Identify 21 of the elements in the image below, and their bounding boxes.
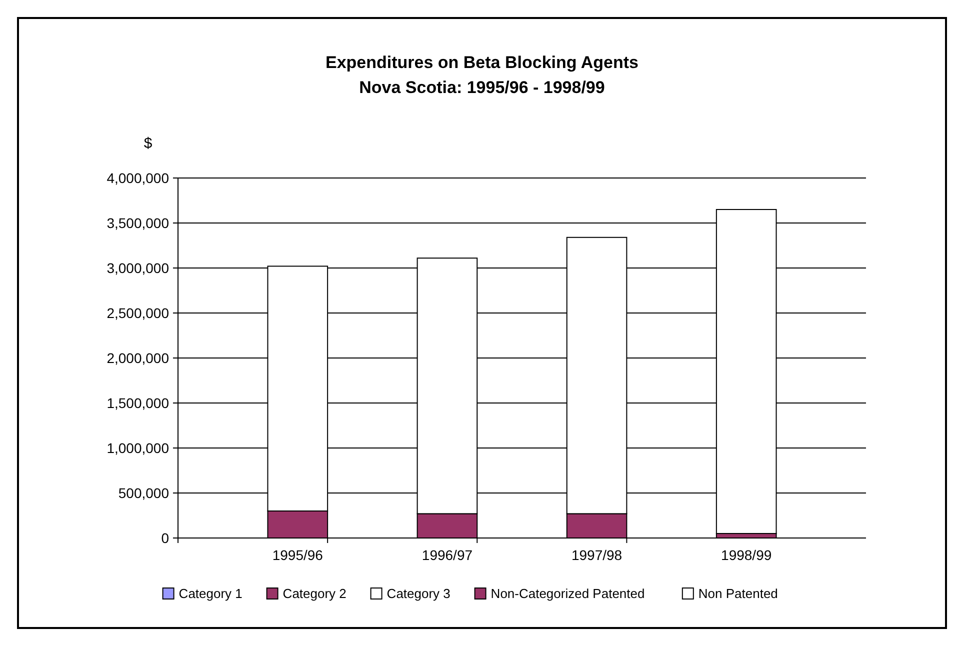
y-axis-title: $ (144, 135, 153, 152)
y-tick-label: 0 (161, 530, 170, 546)
chart-subtitle: Nova Scotia: 1995/96 - 1998/99 (359, 78, 605, 97)
y-tick-label: 2,500,000 (106, 304, 170, 321)
y-tick-label: 3,500,000 (106, 214, 170, 231)
x-tick-label: 1998/99 (721, 547, 772, 563)
y-tick-label: 1,500,000 (106, 394, 170, 411)
y-tick-label: 3,000,000 (106, 260, 170, 276)
legend-label: Category 2 (282, 586, 346, 601)
legend-label: Category 3 (386, 586, 450, 601)
x-tick-label: 1997/98 (571, 547, 622, 563)
y-tick-label: 500,000 (118, 484, 170, 501)
chart-title: Expenditures on Beta Blocking Agents (326, 53, 638, 72)
y-tick-label: 1,000,000 (106, 440, 170, 456)
legend-label: Non-Categorized Patented (490, 586, 645, 601)
legend-label: Category 1 (178, 586, 242, 601)
y-tick-label: 2,000,000 (106, 350, 170, 366)
y-tick-label: 4,000,000 (106, 170, 170, 186)
x-tick-label: 1996/97 (422, 547, 473, 563)
x-tick-label: 1995/96 (272, 547, 324, 563)
legend-label: Non Patented (698, 586, 778, 601)
